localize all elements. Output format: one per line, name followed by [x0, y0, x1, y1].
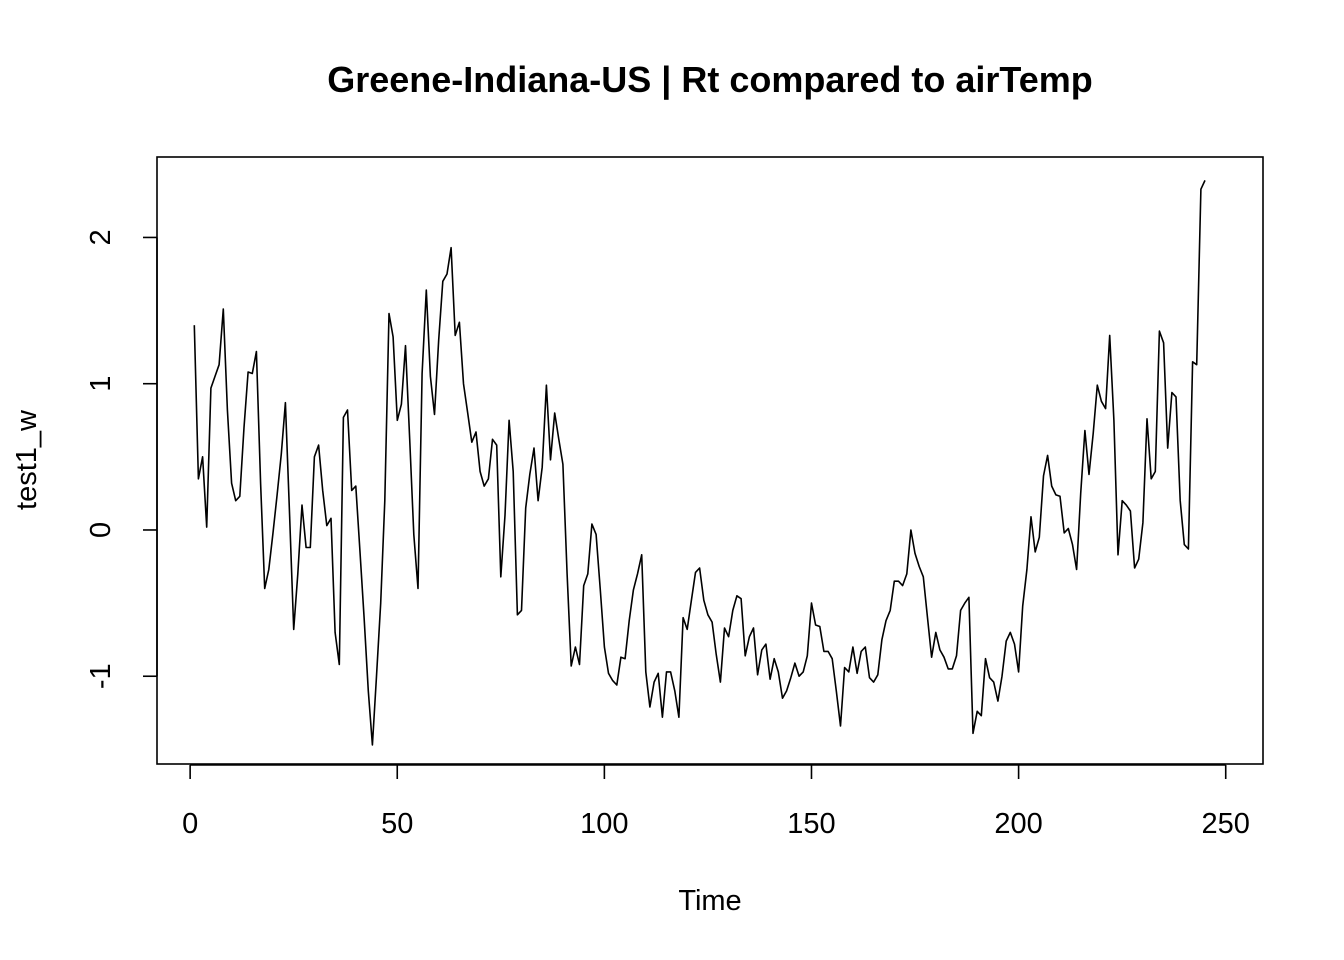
x-tick-label: 50 — [381, 808, 413, 840]
x-tick-label: 100 — [580, 808, 628, 840]
chart-title: Greene-Indiana-US | Rt compared to airTe… — [327, 59, 1093, 101]
x-tick-label: 150 — [787, 808, 835, 840]
x-axis-label: Time — [678, 885, 741, 917]
y-axis-label: test1_w — [11, 409, 43, 510]
plot-frame — [156, 156, 1264, 765]
y-tick-label: -1 — [85, 663, 117, 689]
y-tick-label: 1 — [85, 376, 117, 392]
x-tick-label: 0 — [182, 808, 198, 840]
x-tick-label: 250 — [1202, 808, 1250, 840]
series-line — [193, 180, 1206, 746]
y-tick-label: 0 — [85, 522, 117, 538]
y-tick-label: 2 — [85, 229, 117, 245]
x-tick-label: 200 — [994, 808, 1042, 840]
y-axis: -1 0 1 2 — [85, 229, 158, 689]
x-axis: 0 50 100 150 200 250 — [182, 764, 1250, 840]
